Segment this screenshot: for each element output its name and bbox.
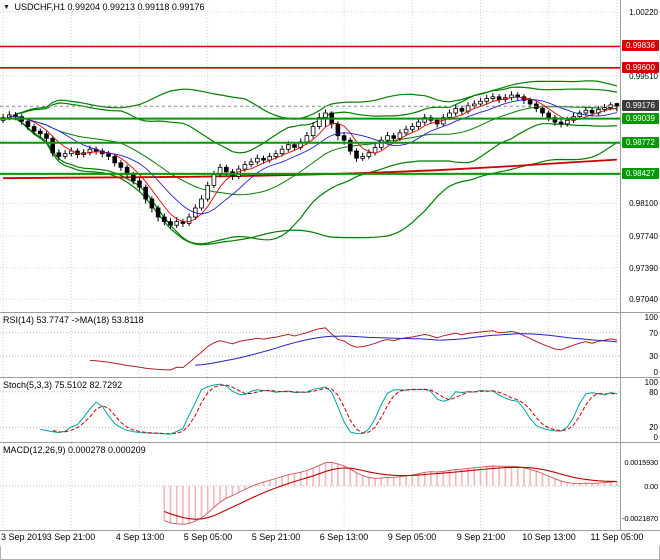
stochastic-axis-label: 20: [649, 423, 658, 432]
rsi-axis-label: 70: [649, 329, 658, 338]
time-axis[interactable]: 3 Sep 2019 3 Sep 21:00 4 Sep 13:00 5 Sep 05…: [0, 531, 660, 546]
stochastic-panel: Stoch(5,3,3) 75.5102 82.7292 100 80 20 0: [0, 378, 660, 443]
symbol-period-label: USDCHF,H1: [14, 2, 65, 12]
price-level-badge: 0.99600: [622, 62, 659, 73]
rsi-axis-label: 0: [653, 368, 658, 377]
macd-histogram: [163, 462, 618, 525]
rsi-axis[interactable]: 100 70 30 0: [620, 313, 660, 377]
symbol-marker-icon: ▼: [3, 4, 10, 11]
macd-axis-label: 0.00: [644, 482, 658, 491]
price-axis-label: 0.97740: [629, 232, 658, 241]
macd-canvas[interactable]: [0, 443, 620, 530]
rsi-indicator-label: RSI(14) 53.7747 ->MA(18) 53.8118: [3, 315, 144, 325]
fast-ma-layer: [9, 96, 618, 223]
main-chart-plot[interactable]: ▼ USDCHF,H1 0.99204 0.99213 0.99118 0.99…: [0, 0, 620, 312]
grid-layer: [0, 0, 620, 312]
price-level-badge: 0.98427: [622, 168, 659, 179]
price-axis-label: 1.00220: [629, 8, 658, 17]
candles-layer: [0, 91, 620, 229]
rsi-axis-label: 30: [649, 352, 658, 361]
stochastic-axis-label: 0: [653, 433, 658, 442]
time-axis-label: 5 Sep 05:00: [183, 532, 233, 542]
rsi-panel: RSI(14) 53.7747 ->MA(18) 53.8118 100 70 30…: [0, 313, 660, 378]
chart-title: ▼ USDCHF,H1 0.99204 0.99213 0.99118 0.99…: [3, 2, 204, 13]
ohlc-values: 0.99204 0.99213 0.99118 0.99176: [67, 2, 205, 12]
macd-axis-label: -0.0021870: [622, 514, 658, 523]
price-level-badge: 0.98772: [622, 137, 659, 148]
macd-plot[interactable]: MACD(12,26,9) 0.000278 0.000209: [0, 443, 620, 530]
rsi-plot[interactable]: RSI(14) 53.7747 ->MA(18) 53.8118: [0, 313, 620, 377]
time-axis-label: 4 Sep 13:00: [115, 532, 165, 542]
stochastic-indicator-label: Stoch(5,3,3) 75.5102 82.7292: [3, 380, 123, 390]
rsi-canvas[interactable]: [0, 313, 620, 377]
price-axis-label: 0.98100: [629, 199, 658, 208]
time-axis-label: 9 Sep 21:00: [456, 532, 506, 542]
macd-axis[interactable]: 0.0015930 0.00 -0.0021870: [620, 443, 660, 530]
time-axis-label: 6 Sep 13:00: [319, 532, 369, 542]
stochastic-axis-label: 80: [649, 388, 658, 397]
main-chart-panel: ▼ USDCHF,H1 0.99204 0.99213 0.99118 0.99…: [0, 0, 660, 313]
price-axis[interactable]: 1.00220 0.99510 0.98100 0.97740 0.97390 0.970…: [620, 0, 660, 312]
price-axis-label: 0.97390: [629, 264, 658, 273]
grid-layer: [2, 443, 618, 530]
macd-indicator-label: MACD(12,26,9) 0.000278 0.000209: [3, 445, 146, 455]
time-axis-label: 11 Sep 05:00: [590, 532, 644, 542]
current-price-badge: 0.99176: [622, 100, 659, 111]
stochastic-axis[interactable]: 100 80 20 0: [620, 378, 660, 442]
time-axis-label: 5 Sep 21:00: [251, 532, 301, 542]
time-axis-label: 3 Sep 21:00: [46, 532, 96, 542]
time-axis-label: 10 Sep 13:00: [522, 532, 576, 542]
time-axis-label: 3 Sep 2019: [1, 532, 48, 542]
macd-axis-label: 0.0015930: [624, 458, 658, 467]
price-axis-label: 0.97040: [629, 295, 658, 304]
stochastic-axis-label: 100: [644, 378, 658, 387]
stochastic-canvas[interactable]: [0, 378, 620, 442]
price-axis-label: 0.99510: [629, 72, 658, 81]
stochastic-plot[interactable]: Stoch(5,3,3) 75.5102 82.7292: [0, 378, 620, 442]
price-level-badge: 0.99836: [622, 40, 659, 51]
level-lines-layer: [0, 45, 620, 175]
main-chart-canvas[interactable]: [0, 0, 620, 312]
rsi-axis-label: 100: [644, 313, 658, 322]
bollinger-bands-layer: [15, 80, 618, 246]
price-level-badge: 0.99039: [622, 113, 659, 124]
macd-panel: MACD(12,26,9) 0.000278 0.000209 0.001593…: [0, 443, 660, 531]
time-axis-label: 9 Sep 05:00: [387, 532, 437, 542]
